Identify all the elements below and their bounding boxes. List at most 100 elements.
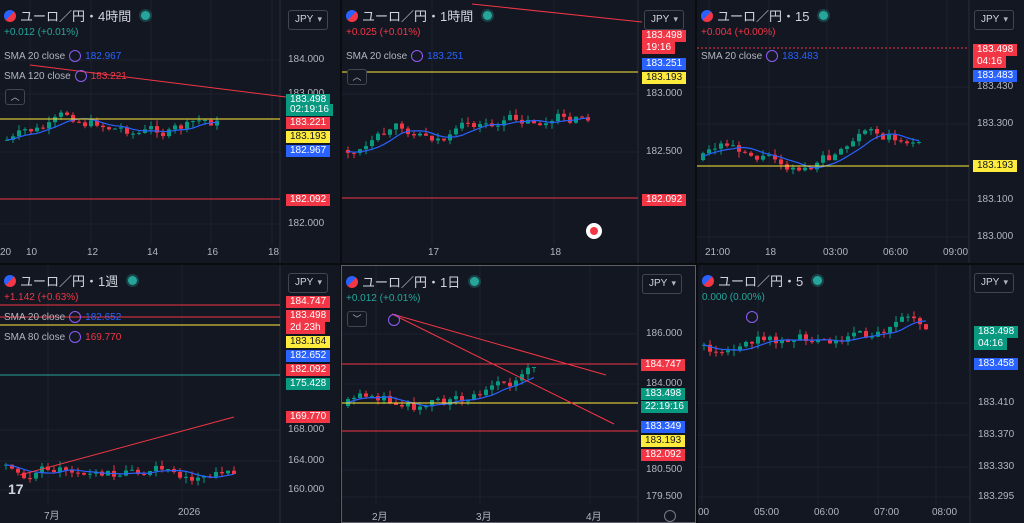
candle-body — [767, 154, 771, 156]
candle-body — [707, 149, 711, 154]
trend-line[interactable] — [471, 3, 643, 23]
trend-line[interactable] — [19, 416, 235, 476]
currency-select[interactable]: JPY — [642, 274, 682, 294]
price-change: +0.012 (+0.01%) — [4, 27, 79, 38]
indicator-sma120[interactable]: SMA 120 close 183.221 — [4, 70, 127, 82]
trend-line[interactable] — [391, 313, 615, 425]
chart-plot[interactable] — [698, 265, 1024, 523]
price-axis-label: 184.000 — [646, 378, 683, 389]
candle-body — [215, 120, 219, 126]
chart-pane-1d[interactable]: ユーロ／円・1日 +0.012 (+0.01%) ﹀ JPY 186.000 18… — [341, 265, 696, 523]
time-axis-label: 17 — [428, 247, 440, 258]
replay-marker-icon[interactable] — [586, 223, 602, 239]
chart-pane-1h[interactable]: ユーロ／円・1時間 +0.025 (+0.01%) SMA 20 close 18… — [342, 0, 695, 263]
candle-body — [532, 120, 536, 124]
currency-select[interactable]: JPY — [974, 273, 1014, 293]
indicator-settings-icon[interactable] — [388, 314, 400, 326]
chart-plot[interactable] — [342, 0, 695, 263]
indicator-settings-icon[interactable] — [69, 331, 82, 343]
candle-body — [893, 134, 897, 141]
candle-body — [179, 125, 183, 129]
indicator-value: 183.251 — [427, 50, 464, 62]
candle-body — [77, 121, 81, 123]
candle-body — [101, 125, 105, 128]
candle-body — [562, 113, 566, 117]
collapse-indicators-button[interactable]: ︿ — [347, 69, 367, 85]
indicator-settings-icon[interactable] — [74, 70, 87, 82]
price-axis-label: 183.295 — [978, 491, 1015, 502]
indicator-label: SMA 80 close — [4, 331, 66, 343]
symbol-title[interactable]: ユーロ／円・1時間 — [362, 9, 474, 24]
candle-body — [52, 469, 56, 473]
candle-body — [107, 127, 111, 130]
candle-body — [5, 139, 9, 141]
candle-body — [911, 142, 915, 144]
time-settings-icon[interactable] — [664, 510, 676, 522]
candle-body — [756, 336, 760, 344]
candle-body — [804, 334, 808, 342]
candle-body — [780, 340, 784, 344]
time-axis-label: 00 — [698, 507, 710, 518]
price-axis-label: 184.000 — [288, 54, 325, 65]
pane-header: ユーロ／円・4時間 — [4, 6, 151, 25]
chart-plot[interactable] — [0, 265, 340, 523]
price-tag: 183.193 — [973, 160, 1018, 172]
candle-body — [142, 473, 146, 475]
candle-body — [232, 470, 236, 474]
currency-select[interactable]: JPY — [288, 273, 328, 293]
candle-body — [382, 133, 386, 135]
indicator-settings-icon[interactable] — [766, 50, 779, 62]
price-tag: 183.349 — [641, 421, 686, 433]
trend-line[interactable] — [29, 64, 287, 98]
chart-pane-1w[interactable]: ユーロ／円・1週 +1.142 (+0.63%) SMA 20 close 182… — [0, 265, 340, 523]
chart-plot[interactable] — [342, 266, 695, 522]
price-tag: 182.092 — [286, 194, 331, 206]
chart-plot[interactable] — [697, 0, 1024, 263]
indicator-sma20[interactable]: SMA 20 close 182.967 — [4, 50, 121, 62]
indicator-sma20[interactable]: SMA 20 close 182.652 — [4, 311, 121, 323]
symbol-title[interactable]: ユーロ／円・15 — [717, 9, 810, 24]
candle-body — [412, 402, 416, 410]
trend-line[interactable] — [391, 313, 607, 376]
indicator-settings-icon[interactable] — [411, 50, 424, 62]
price-axis-label: 168.000 — [288, 424, 325, 435]
indicator-label: SMA 20 close — [4, 311, 66, 323]
chart-plot[interactable] — [0, 0, 340, 263]
currency-select[interactable]: JPY — [288, 10, 328, 30]
indicator-sma80[interactable]: SMA 80 close 169.770 — [4, 331, 121, 343]
candle-body — [762, 336, 766, 341]
price-axis-label: 183.300 — [977, 118, 1014, 129]
indicator-value: 169.770 — [85, 331, 122, 343]
time-axis-label: 09:00 — [943, 247, 969, 258]
chart-pane-4h[interactable]: ユーロ／円・4時間 +0.012 (+0.01%) SMA 20 close 18… — [0, 0, 340, 263]
candle-body — [358, 393, 362, 398]
indicator-settings-icon[interactable] — [69, 50, 82, 62]
symbol-title[interactable]: ユーロ／円・1日 — [362, 275, 461, 290]
symbol-title[interactable]: ユーロ／円・1週 — [20, 274, 119, 289]
indicator-sma20[interactable]: SMA 20 close 183.251 — [346, 50, 463, 62]
chart-pane-15m[interactable]: ユーロ／円・15 +0.004 (+0.00%) SMA 20 close 183… — [697, 0, 1024, 263]
price-axis-label: 180.500 — [646, 464, 683, 475]
candle-body — [792, 340, 796, 342]
candle-body — [11, 136, 15, 140]
candle-body — [472, 123, 476, 128]
indicator-settings-icon[interactable] — [69, 311, 82, 323]
candle-body — [894, 321, 898, 327]
symbol-title[interactable]: ユーロ／円・5 — [718, 274, 804, 289]
symbol-title[interactable]: ユーロ／円・4時間 — [20, 9, 132, 24]
eurjpy-flag-icon — [4, 9, 16, 22]
candle-body — [502, 381, 506, 383]
currency-select[interactable]: JPY — [644, 10, 684, 30]
indicator-sma20[interactable]: SMA 20 close 183.483 — [701, 50, 818, 62]
pane-header: ユーロ／円・15 — [701, 6, 829, 25]
indicator-settings-icon[interactable] — [746, 311, 758, 323]
candle-body — [857, 133, 861, 142]
collapse-indicators-button[interactable]: ︿ — [5, 89, 25, 105]
expand-indicators-button[interactable]: ﹀ — [347, 311, 367, 327]
candle-body — [442, 138, 446, 141]
tradingview-logo: 17 — [8, 481, 24, 497]
currency-select[interactable]: JPY — [974, 10, 1014, 30]
time-axis-label: 06:00 — [883, 247, 909, 258]
chart-pane-5m[interactable]: ユーロ／円・5 0.000 (0.00%) JPY 183.410 183.370… — [698, 265, 1024, 523]
sma-line — [702, 133, 920, 169]
